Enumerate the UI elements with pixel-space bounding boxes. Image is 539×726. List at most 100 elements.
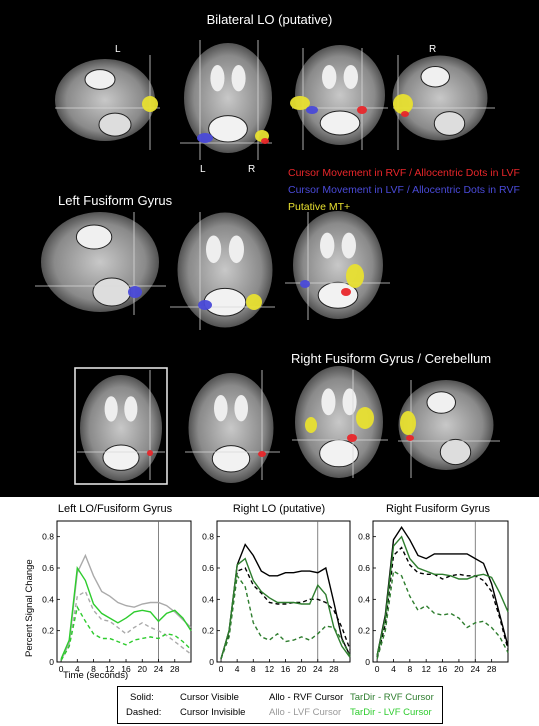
y-tick-label: 0.4: [202, 594, 214, 604]
mt-activation: [356, 407, 374, 429]
x-tick-label: 24: [313, 664, 323, 674]
y-tick-label: 0.2: [202, 626, 214, 636]
y-tick-label: 0.8: [202, 532, 214, 542]
rvf-activation: [357, 106, 367, 114]
lvf-activation: [300, 280, 310, 288]
brain-slices-figure: [35, 40, 500, 485]
x-tick-label: 12: [105, 664, 115, 674]
ventricle: [228, 235, 244, 264]
selected-slice-frame: [74, 367, 168, 485]
x-tick-label: 20: [454, 664, 464, 674]
series-line: [376, 526, 509, 656]
ventricle: [124, 396, 138, 422]
white-matter-region: [420, 66, 450, 88]
key-allo-rvf: Allo - RVF Cursor: [269, 692, 344, 703]
x-tick-label: 8: [91, 664, 96, 674]
x-tick-label: 0: [375, 664, 380, 674]
series-line: [376, 569, 509, 660]
rvf-activation: [261, 138, 269, 144]
mt-activation: [393, 94, 413, 114]
section-title-left-fusiform: Left Fusiform Gyrus: [58, 193, 173, 208]
series-line: [60, 590, 192, 661]
series-line: [376, 535, 509, 656]
rvf-activation: [147, 450, 153, 456]
cerebellum-region: [433, 111, 466, 136]
x-tick-label: 4: [391, 664, 396, 674]
white-matter-region: [208, 115, 248, 143]
x-tick-label: 12: [265, 664, 275, 674]
ventricle: [320, 232, 335, 259]
y-tick-label: 0: [365, 657, 370, 667]
hemisphere-label-left: L: [200, 164, 206, 175]
signal-change-charts: Left LO/Fusiform Gyrus Right LO (putativ…: [0, 497, 539, 726]
series-line: [60, 605, 192, 661]
series-line: [220, 573, 351, 660]
chart-title: Right Fusiform Gyrus: [386, 503, 490, 515]
hemisphere-label-right: R: [248, 164, 256, 175]
key-solid-text: Cursor Visible: [180, 692, 239, 703]
key-allo-lvf: Allo - LVF Cursor: [269, 707, 342, 718]
rvf-activation: [258, 451, 266, 457]
white-matter-region: [426, 391, 456, 414]
series-line: [60, 565, 192, 660]
line-style-key: Solid: Cursor Visible Dashed: Cursor Inv…: [117, 686, 443, 724]
x-tick-label: 16: [281, 664, 291, 674]
series-line: [220, 567, 351, 660]
plot-frame: [216, 520, 351, 663]
x-tick-label: 0: [219, 664, 224, 674]
legend-blue-entry: Cursor Movement in LVF / Allocentric Dot…: [288, 184, 520, 196]
section-title-right-fusiform: Right Fusiform Gyrus / Cerebellum: [291, 351, 492, 366]
x-tick-label: 4: [235, 664, 240, 674]
brain-slice-axial: [184, 43, 272, 153]
lvf-activation: [198, 300, 212, 310]
x-tick-label: 28: [487, 664, 497, 674]
x-axis-label: Time (seconds): [63, 670, 129, 681]
x-tick-label: 8: [407, 664, 412, 674]
key-solid-label: Solid:: [130, 692, 154, 703]
y-tick-label: 0.8: [358, 532, 370, 542]
y-tick-label: 0.6: [202, 563, 214, 573]
cerebellum-region: [98, 112, 132, 137]
brain-slice-axial: [295, 45, 385, 145]
white-matter-region: [319, 110, 361, 136]
hemisphere-label-right: R: [429, 44, 437, 55]
series-line: [220, 557, 351, 660]
mt-activation: [246, 294, 262, 310]
cerebellum-region: [439, 438, 472, 466]
white-matter-region: [84, 69, 116, 90]
x-tick-label: 4: [75, 664, 80, 674]
y-tick-label: 0.4: [358, 594, 370, 604]
brain-slice-axial: [293, 211, 383, 319]
white-matter-region: [102, 444, 140, 471]
x-tick-label: 28: [170, 664, 180, 674]
white-matter-region: [211, 445, 251, 473]
key-tardir-rvf: TarDir - RVF Cursor: [350, 692, 434, 703]
chart-title: Right LO (putative): [232, 503, 326, 515]
ventricle: [321, 388, 336, 416]
brain-slice-axial: [295, 366, 383, 478]
key-dashed-text: Cursor Invisible: [180, 707, 246, 718]
rvf-activation: [347, 434, 357, 442]
y-tick-label: 0.8: [42, 532, 54, 542]
lvf-activation: [306, 106, 318, 114]
y-tick-label: 0.2: [42, 626, 54, 636]
x-tick-label: 0: [59, 664, 64, 674]
ventricle: [104, 396, 118, 422]
section-title-bilateral-lo: Bilateral LO (putative): [206, 12, 333, 27]
ventricle: [231, 65, 246, 92]
series-line: [220, 543, 351, 660]
ventricle: [342, 388, 357, 416]
brain-slice-axial: [80, 375, 162, 481]
legend-red-entry: Cursor Movement in RVF / Allocentric Dot…: [288, 167, 520, 179]
x-tick-label: 20: [297, 664, 307, 674]
y-tick-label: 0.6: [358, 563, 370, 573]
y-tick-label: 0.2: [358, 626, 370, 636]
x-tick-label: 8: [251, 664, 256, 674]
brain-slice-axial: [188, 373, 274, 483]
ventricle: [214, 395, 228, 422]
cerebellum-region: [92, 277, 132, 307]
mt-activation: [305, 417, 317, 433]
series-line: [60, 553, 192, 661]
lvf-activation: [128, 286, 142, 298]
ventricle: [341, 232, 356, 259]
